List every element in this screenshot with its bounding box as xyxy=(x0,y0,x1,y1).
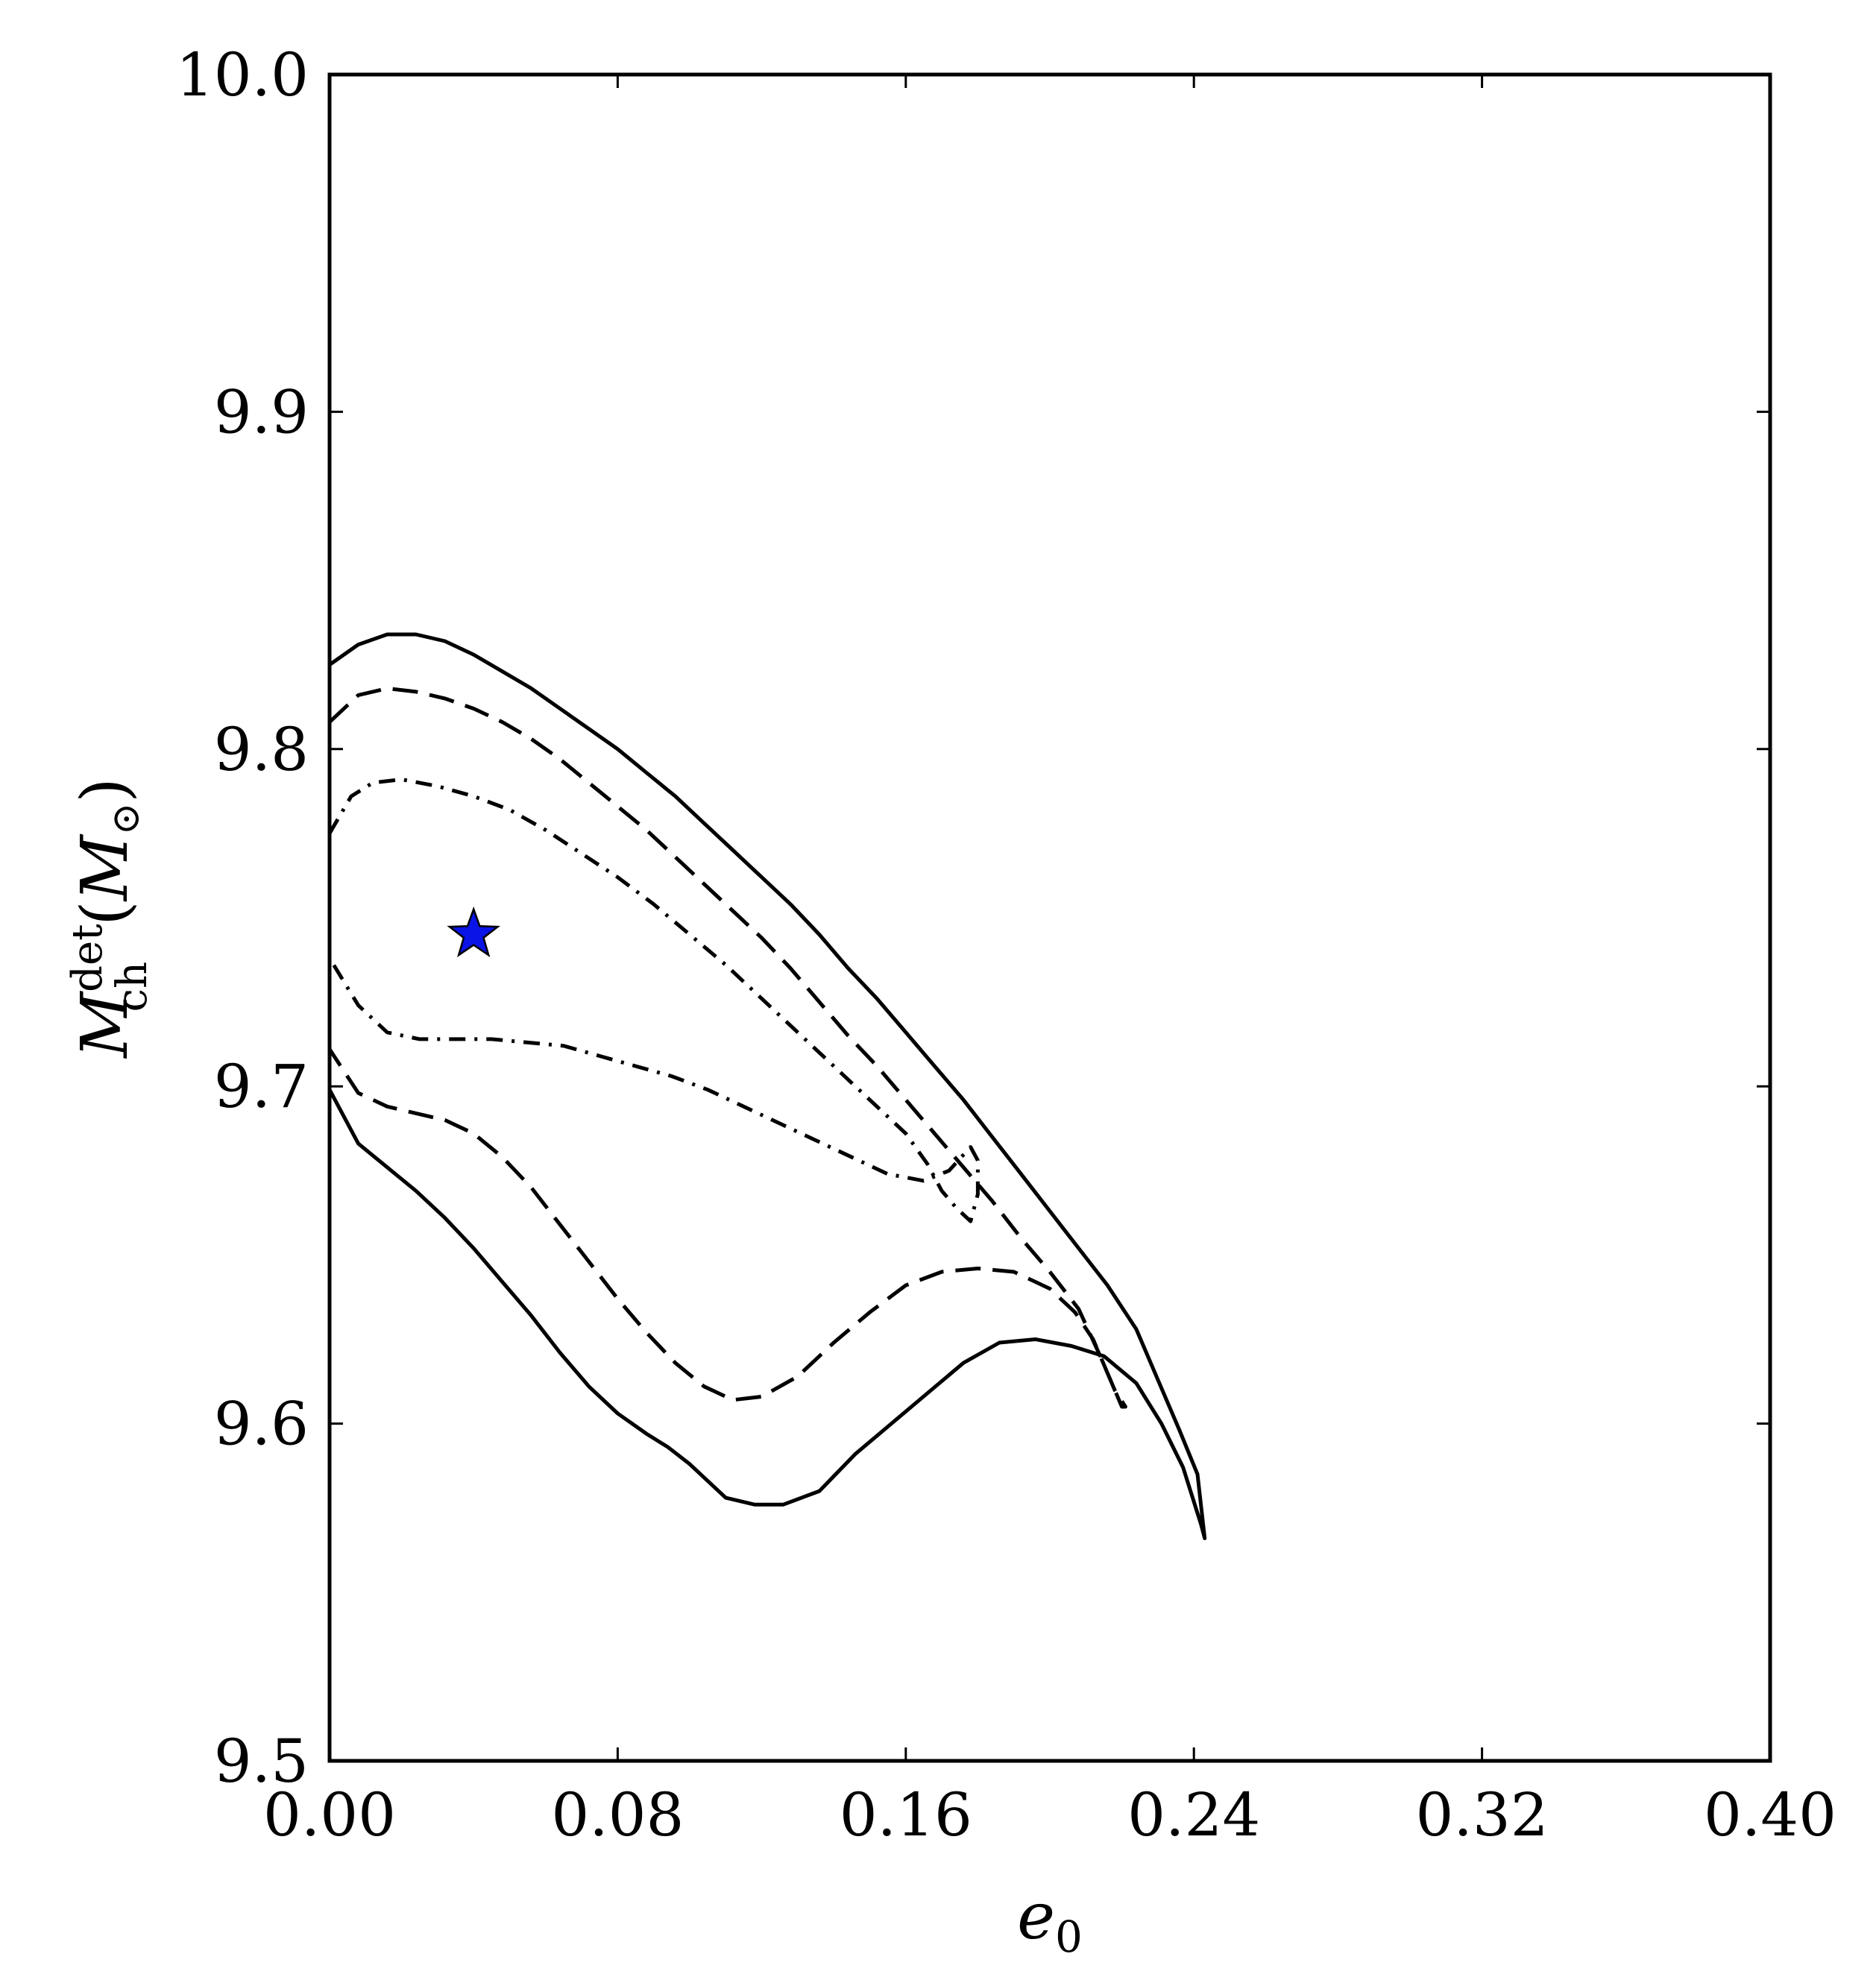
y-axis-unit-close: ) xyxy=(68,778,142,803)
x-tick-label: 0.00 xyxy=(263,1780,396,1850)
y-axis-subscript: ch xyxy=(108,962,157,1012)
x-tick-label: 0.32 xyxy=(1416,1780,1549,1850)
y-axis-superscript: det xyxy=(63,924,112,992)
y-tick-label: 9.8 xyxy=(214,715,309,784)
x-axis-symbol: e xyxy=(1017,1879,1055,1954)
contour-dashed xyxy=(327,686,1127,1409)
plot-frame xyxy=(327,72,1772,1763)
axis-ticks xyxy=(328,73,1772,1762)
y-tick-label: 10.0 xyxy=(176,40,309,110)
tick-labels: 0.00 0.08 0.16 0.24 0.32 0.40 9.5 9.6 9.7 9.8 9.9 1… xyxy=(176,40,1836,1850)
marker-layer xyxy=(447,906,500,958)
y-tick-label: 9.6 xyxy=(214,1390,309,1459)
contour-solid xyxy=(327,632,1207,1540)
y-axis-label: Mdetch(M⊙) xyxy=(63,778,157,1059)
y-axis-unit-subscript: ⊙ xyxy=(104,803,148,836)
x-tick-label: 0.24 xyxy=(1127,1780,1260,1850)
contour-lines xyxy=(327,632,1207,1540)
y-tick-label: 9.9 xyxy=(214,377,309,447)
y-axis-unit-symbol: M xyxy=(68,833,142,902)
y-axis-unit-open: ( xyxy=(68,901,142,926)
x-tick-label: 0.16 xyxy=(840,1780,972,1850)
x-tick-label: 0.08 xyxy=(551,1780,684,1850)
contour-dashdot xyxy=(327,778,980,1223)
y-axis-symbol: M xyxy=(68,991,142,1059)
star-marker xyxy=(447,906,500,958)
y-tick-label: 9.7 xyxy=(214,1052,309,1121)
x-tick-label: 0.40 xyxy=(1704,1780,1836,1850)
x-axis-subscript: 0 xyxy=(1055,1911,1083,1962)
y-tick-label: 9.5 xyxy=(214,1727,309,1796)
x-axis-label: e0 xyxy=(1017,1879,1083,1962)
